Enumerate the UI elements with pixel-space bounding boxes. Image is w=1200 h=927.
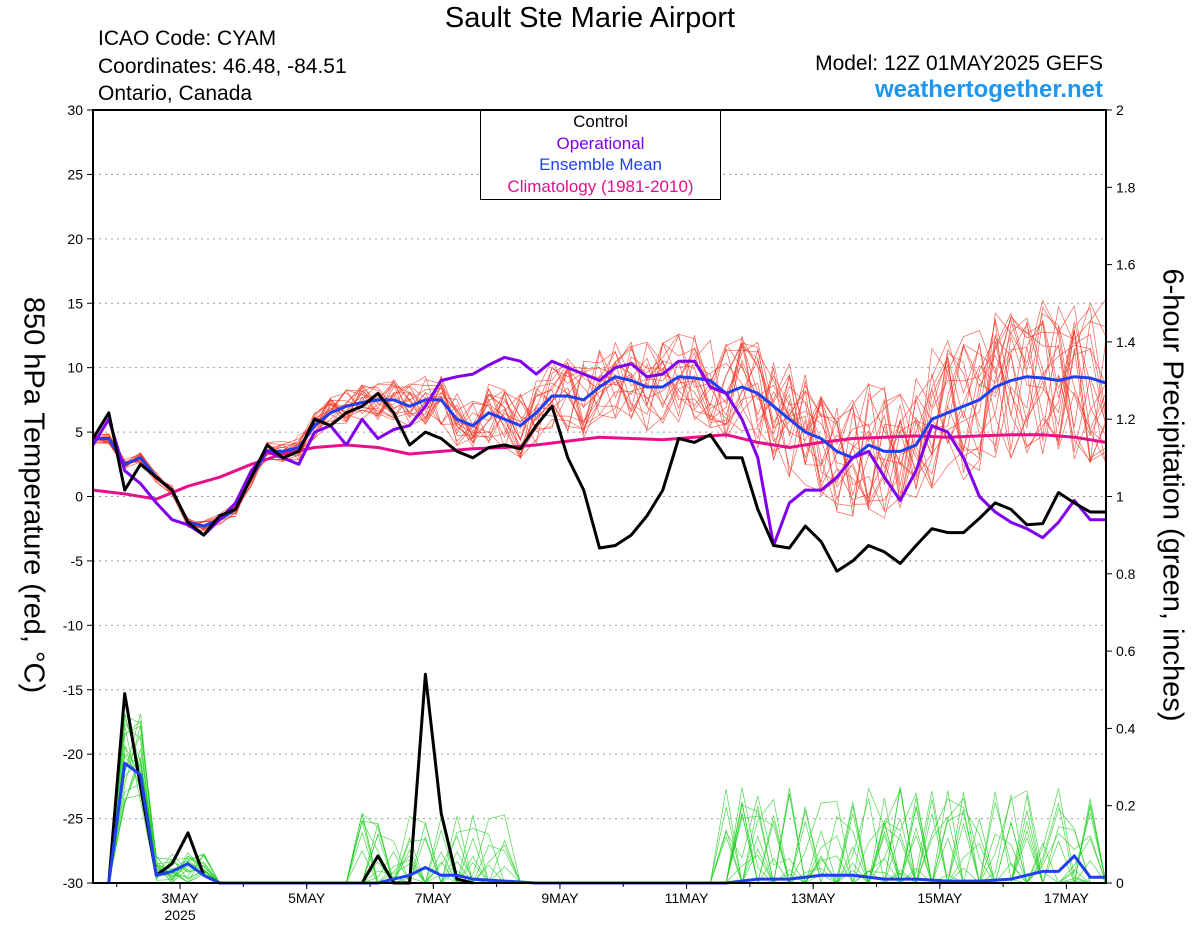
y-tick-label-right: 1.8 xyxy=(1116,179,1136,195)
y-tick-label-left: 30 xyxy=(67,102,83,118)
temp-control-line xyxy=(91,391,1106,573)
precip-member-line xyxy=(108,725,1106,885)
legend-entry-control: Control xyxy=(573,112,628,131)
y-axis-label-left: 850 hPa Temperature (red, °C) xyxy=(17,296,50,694)
x-tick-label: 13MAY xyxy=(791,890,837,906)
y-tick-label-right: 0.8 xyxy=(1116,566,1136,582)
y-tick-label-right: 0.2 xyxy=(1116,798,1136,814)
y-tick-label-right: 2 xyxy=(1116,102,1124,118)
y-tick-label-left: 10 xyxy=(67,360,83,376)
precip-member-line xyxy=(108,725,1106,884)
axes: 302520151050-5-10-15-20-25-3021.81.61.41… xyxy=(63,102,1136,923)
precip-member-line xyxy=(108,713,1107,885)
legend-entry-ensemble-mean: Ensemble Mean xyxy=(539,155,662,174)
chart-title: Sault Ste Marie Airport xyxy=(444,2,736,34)
x-tick-label: 15MAY xyxy=(917,890,963,906)
y-tick-label-left: -10 xyxy=(63,617,83,633)
precip-ensemble-mean-line xyxy=(107,761,1106,885)
x-tick-label: 17MAY xyxy=(1044,890,1090,906)
region: Ontario, Canada xyxy=(98,82,253,105)
x-tick-label: 9MAY xyxy=(541,890,579,906)
precip-member-line xyxy=(108,757,1107,884)
precip-member-line xyxy=(108,713,1106,884)
y-tick-label-left: -30 xyxy=(63,875,83,891)
y-tick-label-left: 0 xyxy=(75,489,83,505)
y-tick-label-right: 0 xyxy=(1116,875,1124,891)
y-tick-label-right: 1.6 xyxy=(1116,257,1136,273)
y-tick-label-right: 0.6 xyxy=(1116,643,1136,659)
y-tick-label-left: -25 xyxy=(63,811,83,827)
precip-control-line xyxy=(107,672,474,885)
precip-member-line xyxy=(108,718,1106,884)
precip-member-line xyxy=(108,733,1106,884)
y-tick-label-left: 25 xyxy=(67,166,83,182)
y-tick-label-right: 0.4 xyxy=(1116,720,1136,736)
x-tick-label: 3MAY xyxy=(162,890,200,906)
y-tick-label-right: 1.2 xyxy=(1116,411,1136,427)
precip-member-line xyxy=(108,794,1107,884)
x-tick-label: 11MAY xyxy=(665,890,709,906)
y-axis-label-right: 6-hour Precipitation (green, inches) xyxy=(1156,268,1189,722)
main-series xyxy=(91,355,1107,885)
precip-member-line xyxy=(108,725,1106,884)
y-tick-label-left: 5 xyxy=(75,424,83,440)
y-tick-label-left: -20 xyxy=(63,746,83,762)
x-tick-sublabel: 2025 xyxy=(164,907,195,923)
temp-member-line xyxy=(92,315,1107,529)
y-tick-label-left: -15 xyxy=(63,682,83,698)
legend-entry-operational: Operational xyxy=(556,133,645,153)
site-link[interactable]: weathertogether.net xyxy=(874,76,1103,103)
coordinates: Coordinates: 46.48, -84.51 xyxy=(98,55,347,78)
precip-member-line xyxy=(108,720,1106,885)
model-run: Model: 12Z 01MAY2025 GEFS xyxy=(815,52,1103,75)
precip-member-line xyxy=(108,758,1107,884)
precip-member-line xyxy=(108,761,1107,885)
x-tick-label: 7MAY xyxy=(415,890,453,906)
temp-ensemble-mean-line xyxy=(93,375,1107,528)
legend-entry-climatology: Climatology (1981-2010) xyxy=(507,176,694,196)
grid xyxy=(93,173,1106,820)
y-tick-label-left: 15 xyxy=(67,295,83,311)
y-tick-label-right: 1 xyxy=(1116,489,1124,505)
y-tick-label-right: 1.4 xyxy=(1116,334,1136,350)
y-tick-label-left: 20 xyxy=(67,231,83,247)
icao-code: ICAO Code: CYAM xyxy=(98,27,277,50)
precip-member-line xyxy=(108,714,1107,885)
legend: Control Operational Ensemble Mean Climat… xyxy=(480,110,721,200)
y-tick-label-left: -5 xyxy=(71,553,84,569)
x-tick-label: 5MAY xyxy=(288,890,326,906)
